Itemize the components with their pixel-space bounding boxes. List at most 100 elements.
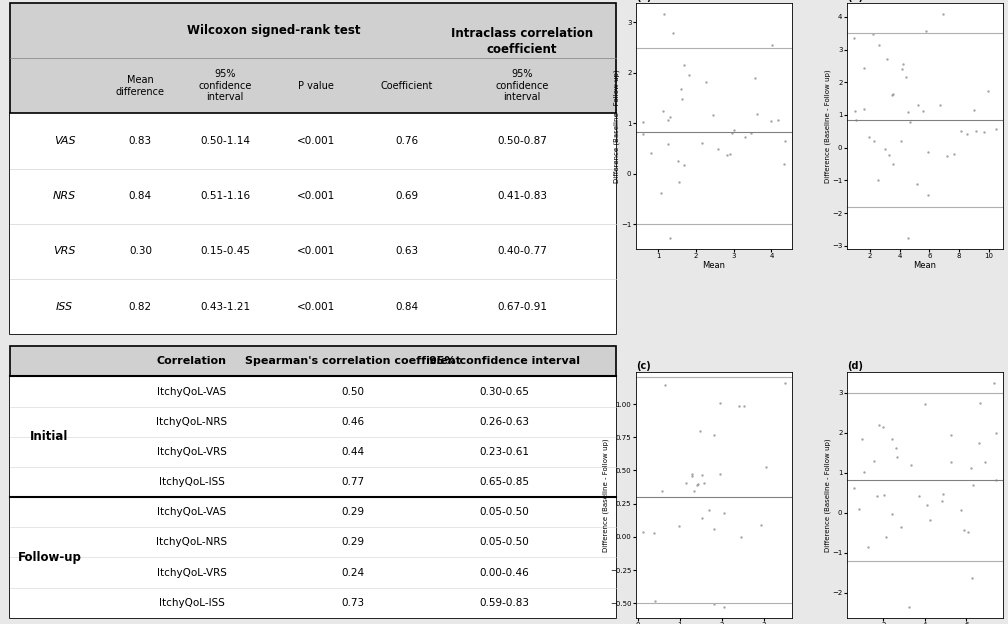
Point	[898, 72, 914, 82]
Point	[885, 158, 901, 168]
Text: Intraclass correlation
coefficient: Intraclass correlation coefficient	[452, 27, 594, 56]
Point	[722, 149, 738, 158]
Point	[986, 378, 1002, 388]
Point	[888, 443, 904, 453]
Point	[653, 188, 669, 198]
Point	[919, 500, 935, 510]
Point	[881, 150, 897, 160]
Text: 0.29: 0.29	[341, 537, 364, 547]
Y-axis label: Difference (Baseline - Follow up): Difference (Baseline - Follow up)	[602, 438, 609, 552]
Text: 0.30-0.65: 0.30-0.65	[479, 386, 529, 396]
Point	[731, 401, 747, 411]
Point	[736, 401, 752, 411]
Point	[683, 469, 700, 479]
Point	[758, 462, 774, 472]
Text: <0.001: <0.001	[297, 192, 336, 202]
Point	[743, 127, 759, 137]
Point	[647, 596, 663, 606]
Point	[963, 463, 979, 473]
Point	[893, 137, 909, 147]
Text: 0.50: 0.50	[341, 386, 364, 396]
Text: Follow-up: Follow-up	[17, 551, 82, 564]
Point	[902, 117, 918, 127]
FancyBboxPatch shape	[10, 346, 616, 618]
Point	[777, 136, 793, 146]
Text: (b): (b)	[847, 0, 863, 2]
Point	[719, 150, 735, 160]
Point	[900, 107, 916, 117]
Text: 0.84: 0.84	[395, 301, 418, 311]
Point	[932, 100, 949, 110]
Text: ItchyQoL-VAS: ItchyQoL-VAS	[157, 386, 227, 396]
Point	[895, 59, 911, 69]
Text: Coefficient: Coefficient	[381, 81, 433, 91]
Point	[655, 106, 671, 116]
Point	[847, 105, 863, 115]
FancyBboxPatch shape	[10, 3, 616, 334]
Text: 0.50-0.87: 0.50-0.87	[497, 136, 547, 146]
Point	[659, 139, 675, 149]
Point	[848, 115, 864, 125]
Point	[909, 180, 925, 190]
Text: ItchyQoL-VAS: ItchyQoL-VAS	[157, 507, 227, 517]
X-axis label: Mean: Mean	[913, 261, 936, 270]
Point	[871, 419, 887, 429]
Text: 0.77: 0.77	[341, 477, 364, 487]
Point	[877, 144, 893, 154]
Y-axis label: Difference (Baseline - Follow up): Difference (Baseline - Follow up)	[613, 69, 620, 183]
Point	[954, 505, 970, 515]
Text: 95% confidence interval: 95% confidence interval	[428, 356, 580, 366]
Point	[876, 490, 892, 500]
Point	[656, 9, 672, 19]
Point	[659, 115, 675, 125]
Text: <0.001: <0.001	[297, 246, 336, 256]
Text: 0.40-0.77: 0.40-0.77	[497, 246, 547, 256]
Point	[869, 490, 885, 500]
Point	[919, 147, 935, 157]
Point	[965, 480, 981, 490]
Point	[988, 475, 1004, 485]
Point	[875, 422, 891, 432]
Text: ItchyQoL-VRS: ItchyQoL-VRS	[157, 447, 227, 457]
Text: 0.82: 0.82	[129, 301, 152, 311]
Point	[953, 126, 969, 136]
Text: 0.73: 0.73	[341, 598, 364, 608]
Point	[698, 77, 714, 87]
Point	[724, 128, 740, 138]
Point	[878, 532, 894, 542]
Point	[672, 84, 688, 94]
Point	[716, 509, 732, 519]
Text: 0.83: 0.83	[129, 136, 152, 146]
Text: 0.65-0.85: 0.65-0.85	[479, 477, 529, 487]
Point	[676, 60, 692, 70]
Text: ItchyQoL-ISS: ItchyQoL-ISS	[159, 477, 225, 487]
Point	[688, 480, 705, 490]
Text: 0.41-0.83: 0.41-0.83	[497, 192, 547, 202]
X-axis label: Mean: Mean	[703, 261, 726, 270]
Text: 0.15-0.45: 0.15-0.45	[201, 246, 250, 256]
Point	[635, 117, 651, 127]
Point	[956, 525, 972, 535]
Point	[669, 155, 685, 165]
Text: Correlation: Correlation	[157, 356, 227, 366]
Text: 0.63: 0.63	[395, 246, 418, 256]
Point	[680, 69, 697, 79]
Text: ItchyQoL-NRS: ItchyQoL-NRS	[156, 537, 228, 547]
Point	[854, 434, 870, 444]
Point	[753, 520, 769, 530]
Point	[674, 94, 690, 104]
Text: 0.59-0.83: 0.59-0.83	[479, 598, 529, 608]
Point	[670, 521, 686, 531]
Point	[865, 29, 881, 39]
Point	[960, 129, 976, 139]
Point	[921, 515, 937, 525]
Text: (a): (a)	[636, 0, 651, 2]
Text: 0.69: 0.69	[395, 192, 418, 202]
FancyBboxPatch shape	[10, 376, 616, 618]
Text: ItchyQoL-VRS: ItchyQoL-VRS	[157, 567, 227, 577]
Text: 0.67-0.91: 0.67-0.91	[497, 301, 547, 311]
Point	[712, 469, 728, 479]
Point	[976, 127, 992, 137]
Point	[947, 149, 963, 159]
Point	[677, 479, 694, 489]
